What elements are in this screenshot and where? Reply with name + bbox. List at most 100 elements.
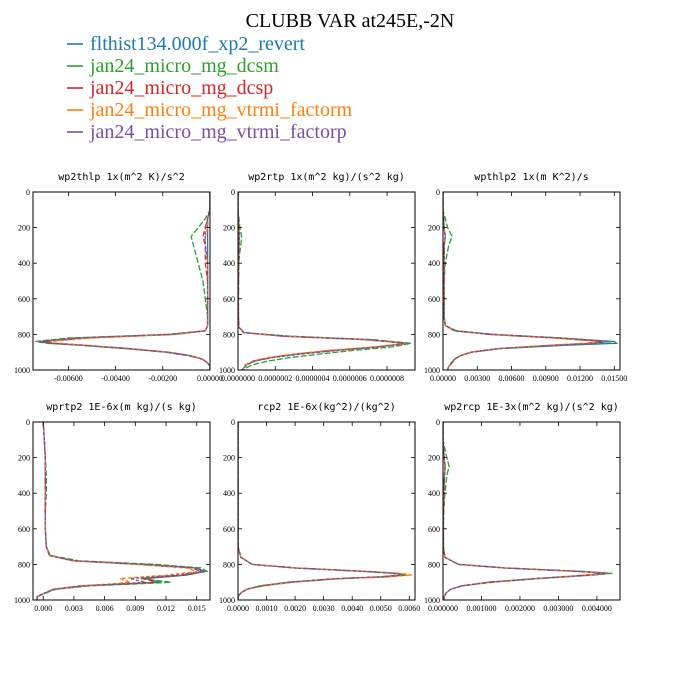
chart-panels: wp2thlp 1x(m^2 K)/s^2 0 200 400 600 800 1000 -0… xyxy=(14,172,627,613)
series-line xyxy=(238,422,407,600)
y-tick-label: 400 xyxy=(18,489,30,498)
y-tick-label: 200 xyxy=(428,224,440,233)
y-tick-label: 800 xyxy=(18,330,30,339)
x-tick-label: 0.000 xyxy=(34,604,52,613)
series-line xyxy=(238,192,406,370)
y-tick-label: 600 xyxy=(223,295,235,304)
x-tick-label: 0.000000 xyxy=(428,604,458,613)
x-tick-label: 0.0000008 xyxy=(370,374,404,383)
panel-title: wp2thlp 1x(m^2 K)/s^2 xyxy=(58,172,184,183)
panel-title: wp2rtp 1x(m^2 kg)/(s^2 kg) xyxy=(248,172,405,183)
series-line xyxy=(238,422,413,600)
y-tick-label: 1000 xyxy=(219,596,235,605)
legend-label: jan24_micro_mg_dcsp xyxy=(89,77,273,99)
series-line xyxy=(443,422,609,600)
legend: flthist134.000f_xp2_revertjan24_micro_mg… xyxy=(67,33,353,143)
y-tick-label: 400 xyxy=(223,489,235,498)
x-tick-label: 0.009 xyxy=(126,604,144,613)
legend-label: flthist134.000f_xp2_revert xyxy=(90,33,305,55)
y-tick-label: 200 xyxy=(223,454,235,463)
x-tick-label: 0.012 xyxy=(157,604,175,613)
plot-frame xyxy=(442,421,621,601)
x-tick-label: -0.00200 xyxy=(148,374,177,383)
chart-panel: wp2rtp 1x(m^2 kg)/(s^2 kg) 0 200 400 600 800 1… xyxy=(219,172,416,383)
panel-title: wp2rcp 1E-3x(m^2 kg)/(s^2 kg) xyxy=(444,402,619,413)
y-tick-label: 1000 xyxy=(14,596,30,605)
series-line xyxy=(238,422,404,600)
legend-label: jan24_micro_mg_vtrmi_factorp xyxy=(89,121,347,143)
x-tick-label: 0.015 xyxy=(188,604,206,613)
series-line xyxy=(238,192,408,370)
y-tick-label: 600 xyxy=(223,525,235,534)
legend-entry: jan24_micro_mg_dcsp xyxy=(67,77,273,99)
series-line xyxy=(44,192,210,370)
y-tick-label: 400 xyxy=(223,259,235,268)
y-tick-label: 1000 xyxy=(424,596,440,605)
x-tick-label: 0.01500 xyxy=(601,374,627,383)
x-tick-label: -0.00400 xyxy=(101,374,130,383)
y-tick-label: 800 xyxy=(428,560,440,569)
x-tick-label: 0.001000 xyxy=(466,604,496,613)
series-line xyxy=(238,192,408,370)
y-tick-label: 1000 xyxy=(424,366,440,375)
x-tick-label: 0.00900 xyxy=(533,374,559,383)
x-tick-label: 0.0000 xyxy=(227,604,249,613)
x-tick-label: 0.0030 xyxy=(313,604,335,613)
x-tick-label: 0.0060 xyxy=(398,604,420,613)
y-tick-label: 800 xyxy=(428,330,440,339)
panel-title: rcp2 1E-6x(kg^2)/(kg^2) xyxy=(257,402,395,413)
x-tick-label: 0.0000004 xyxy=(296,374,330,383)
series-line xyxy=(443,192,609,370)
chart-panel: rcp2 1E-6x(kg^2)/(kg^2) 0 200 400 600 800 1000… xyxy=(219,402,420,613)
x-tick-label: 0.0000006 xyxy=(333,374,367,383)
chart-panel: wprtp2 1E-6x(m kg)/(s kg) 0 200 400 600 800 10… xyxy=(14,402,211,613)
plot-frame xyxy=(442,191,621,371)
x-tick-label: 0.0020 xyxy=(284,604,306,613)
series-line xyxy=(443,422,609,600)
y-tick-label: 200 xyxy=(18,224,30,233)
panel-title: wprtp2 1E-6x(m kg)/(s kg) xyxy=(46,402,197,413)
y-tick-label: 0 xyxy=(436,188,440,197)
plot-frame xyxy=(32,191,211,371)
y-tick-label: 800 xyxy=(18,560,30,569)
y-tick-label: 400 xyxy=(428,259,440,268)
series-line xyxy=(36,422,208,600)
series-line xyxy=(443,192,603,370)
series-line xyxy=(36,422,205,600)
y-tick-label: 1000 xyxy=(219,366,235,375)
series-line xyxy=(36,422,197,600)
y-tick-label: 400 xyxy=(428,489,440,498)
x-tick-label: 0.0000002 xyxy=(258,374,292,383)
plot-frame xyxy=(237,421,416,601)
panel-title: wpthlp2 1x(m K^2)/s xyxy=(474,172,588,183)
x-tick-label: -0.00600 xyxy=(54,374,83,383)
x-tick-label: 0.0040 xyxy=(341,604,363,613)
plot-frame xyxy=(237,191,416,371)
chart-panel: wpthlp2 1x(m K^2)/s 0 200 400 600 800 1000 0.00… xyxy=(424,172,627,383)
series-line xyxy=(238,192,408,370)
figure-title: CLUBB VAR at245E,-2N xyxy=(246,10,455,32)
series-line xyxy=(443,422,605,600)
legend-entry: jan24_micro_mg_vtrmi_factorm xyxy=(67,99,353,121)
series-line xyxy=(49,192,210,370)
y-tick-label: 0 xyxy=(231,188,235,197)
plot-frame xyxy=(32,421,211,601)
y-tick-label: 800 xyxy=(223,330,235,339)
legend-label: jan24_micro_mg_dcsm xyxy=(89,55,279,77)
series-line xyxy=(443,422,609,600)
y-tick-label: 0 xyxy=(231,418,235,427)
x-tick-label: 0.002000 xyxy=(505,604,535,613)
x-tick-label: 0.006 xyxy=(96,604,114,613)
y-tick-label: 400 xyxy=(18,259,30,268)
series-line xyxy=(37,192,210,370)
x-tick-label: 0.0000000 xyxy=(221,374,255,383)
series-line xyxy=(238,422,401,600)
series-line xyxy=(36,422,209,600)
y-tick-label: 600 xyxy=(428,295,440,304)
x-tick-label: 0.003000 xyxy=(543,604,573,613)
series-line xyxy=(238,192,412,370)
y-tick-label: 0 xyxy=(26,418,30,427)
y-tick-label: 0 xyxy=(26,188,30,197)
y-tick-label: 200 xyxy=(223,224,235,233)
legend-entry: jan24_micro_mg_dcsm xyxy=(67,55,279,77)
